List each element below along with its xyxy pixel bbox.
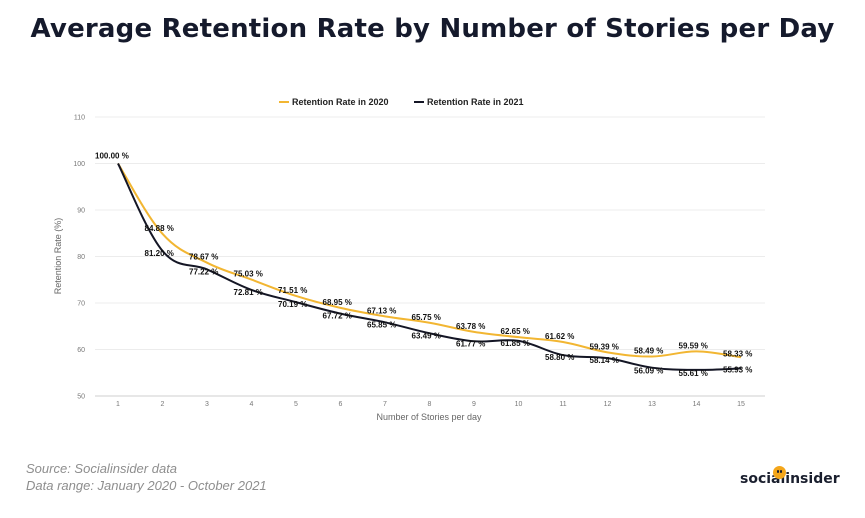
data-label-2020: 58.33 %	[723, 349, 752, 358]
data-range-note: Data range: January 2020 - October 2021	[26, 478, 267, 493]
data-label-2021: 77.22 %	[189, 267, 218, 276]
y-tick-label: 80	[77, 254, 85, 261]
data-label-2020: 75.03 %	[234, 270, 263, 279]
x-tick-label: 9	[472, 401, 476, 408]
y-tick-label: 100	[73, 161, 85, 168]
gridlines	[95, 116, 765, 397]
series-lines	[117, 162, 742, 371]
data-label-2020: 67.13 %	[367, 306, 396, 315]
series-line-2021	[117, 163, 742, 371]
x-tick-label: 15	[737, 401, 745, 408]
y-tick-label: 50	[77, 394, 85, 401]
data-label-2020: 71.51 %	[278, 286, 307, 295]
data-label-2020: 65.75 %	[412, 313, 441, 322]
data-label-2020: 63.78 %	[456, 322, 485, 331]
data-label-2020: 59.59 %	[679, 341, 708, 350]
x-axis-title: Number of Stories per day	[376, 412, 482, 422]
chart-title: Average Retention Rate by Number of Stor…	[30, 14, 835, 44]
y-tick-label: 60	[77, 347, 85, 354]
data-label-2021: 81.20 %	[145, 249, 174, 258]
legend-label-2021: Retention Rate in 2021	[427, 97, 524, 107]
data-label-2021: 55.61 %	[679, 369, 708, 378]
x-tick-label: 8	[428, 401, 432, 408]
data-label-2021: 61.85 %	[501, 339, 530, 348]
data-label-2020: 59.39 %	[590, 342, 619, 351]
data-label-2021: 58.14 %	[590, 356, 619, 365]
y-axis-title: Retention Rate (%)	[53, 218, 63, 295]
data-labels: 100.00 % 84.88 % 78.67 % 75.03 % 71.51 % 68.9…	[95, 152, 752, 378]
x-tick-label: 2	[161, 401, 165, 408]
data-label-2021: 61.77 %	[456, 339, 485, 348]
x-tick-label: 3	[205, 401, 209, 408]
x-axis-ticks: 1 2 3 4 5 6 7 8 9 10 11 12 13 14 15	[116, 401, 745, 408]
y-tick-label: 70	[77, 301, 85, 308]
data-label-2021: 72.81 %	[234, 288, 263, 297]
x-tick-label: 10	[515, 401, 523, 408]
y-tick-label: 90	[77, 208, 85, 215]
source-note: Source: Socialinsider data	[26, 461, 178, 476]
data-label-2021: 67.72 %	[323, 312, 352, 321]
x-tick-label: 4	[250, 401, 254, 408]
legend: Retention Rate in 2020 Retention Rate in …	[279, 97, 524, 107]
x-tick-label: 12	[604, 401, 612, 408]
data-label-2021: 70.19 %	[278, 300, 307, 309]
x-tick-label: 14	[693, 401, 701, 408]
legend-label-2020: Retention Rate in 2020	[292, 97, 389, 107]
series-line-2020	[117, 162, 742, 359]
x-tick-label: 5	[294, 401, 298, 408]
data-label-2020: 58.49 %	[634, 347, 663, 356]
x-tick-label: 6	[339, 401, 343, 408]
x-tick-label: 1	[116, 401, 120, 408]
x-tick-label: 13	[648, 401, 656, 408]
y-axis-ticks: 50 60 70 80 90 100 110	[73, 115, 85, 401]
data-label-2021: 55.93 %	[723, 365, 752, 374]
data-label-2020: 78.67 %	[189, 253, 218, 262]
y-tick-label: 110	[74, 115, 85, 122]
data-label-2021: 56.09 %	[634, 367, 663, 376]
x-tick-label: 7	[383, 401, 387, 408]
data-label-2021: 63.49 %	[412, 331, 441, 340]
data-label-2020: 100.00 %	[95, 152, 129, 161]
x-tick-label: 11	[559, 401, 566, 408]
data-label-2020: 68.95 %	[323, 298, 352, 307]
brand-logo: socialinsider	[740, 471, 840, 487]
logo-face-icon	[773, 466, 786, 479]
data-label-2020: 61.62 %	[545, 332, 574, 341]
data-label-2021: 58.80 %	[545, 353, 574, 362]
data-label-2021: 65.85 %	[367, 320, 396, 329]
data-label-2020: 84.88 %	[145, 224, 174, 233]
data-label-2020: 62.65 %	[501, 327, 530, 336]
